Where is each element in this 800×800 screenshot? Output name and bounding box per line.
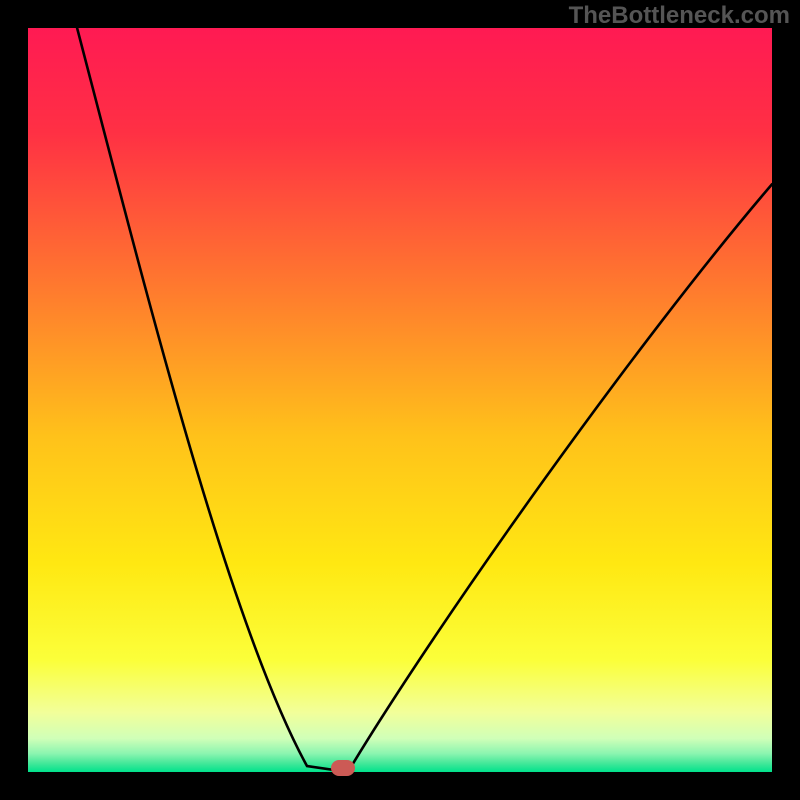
optimum-marker xyxy=(331,760,355,776)
watermark-text: TheBottleneck.com xyxy=(569,2,790,30)
bottleneck-curve xyxy=(28,28,772,772)
plot-area xyxy=(28,28,772,772)
curve-path xyxy=(77,28,772,772)
